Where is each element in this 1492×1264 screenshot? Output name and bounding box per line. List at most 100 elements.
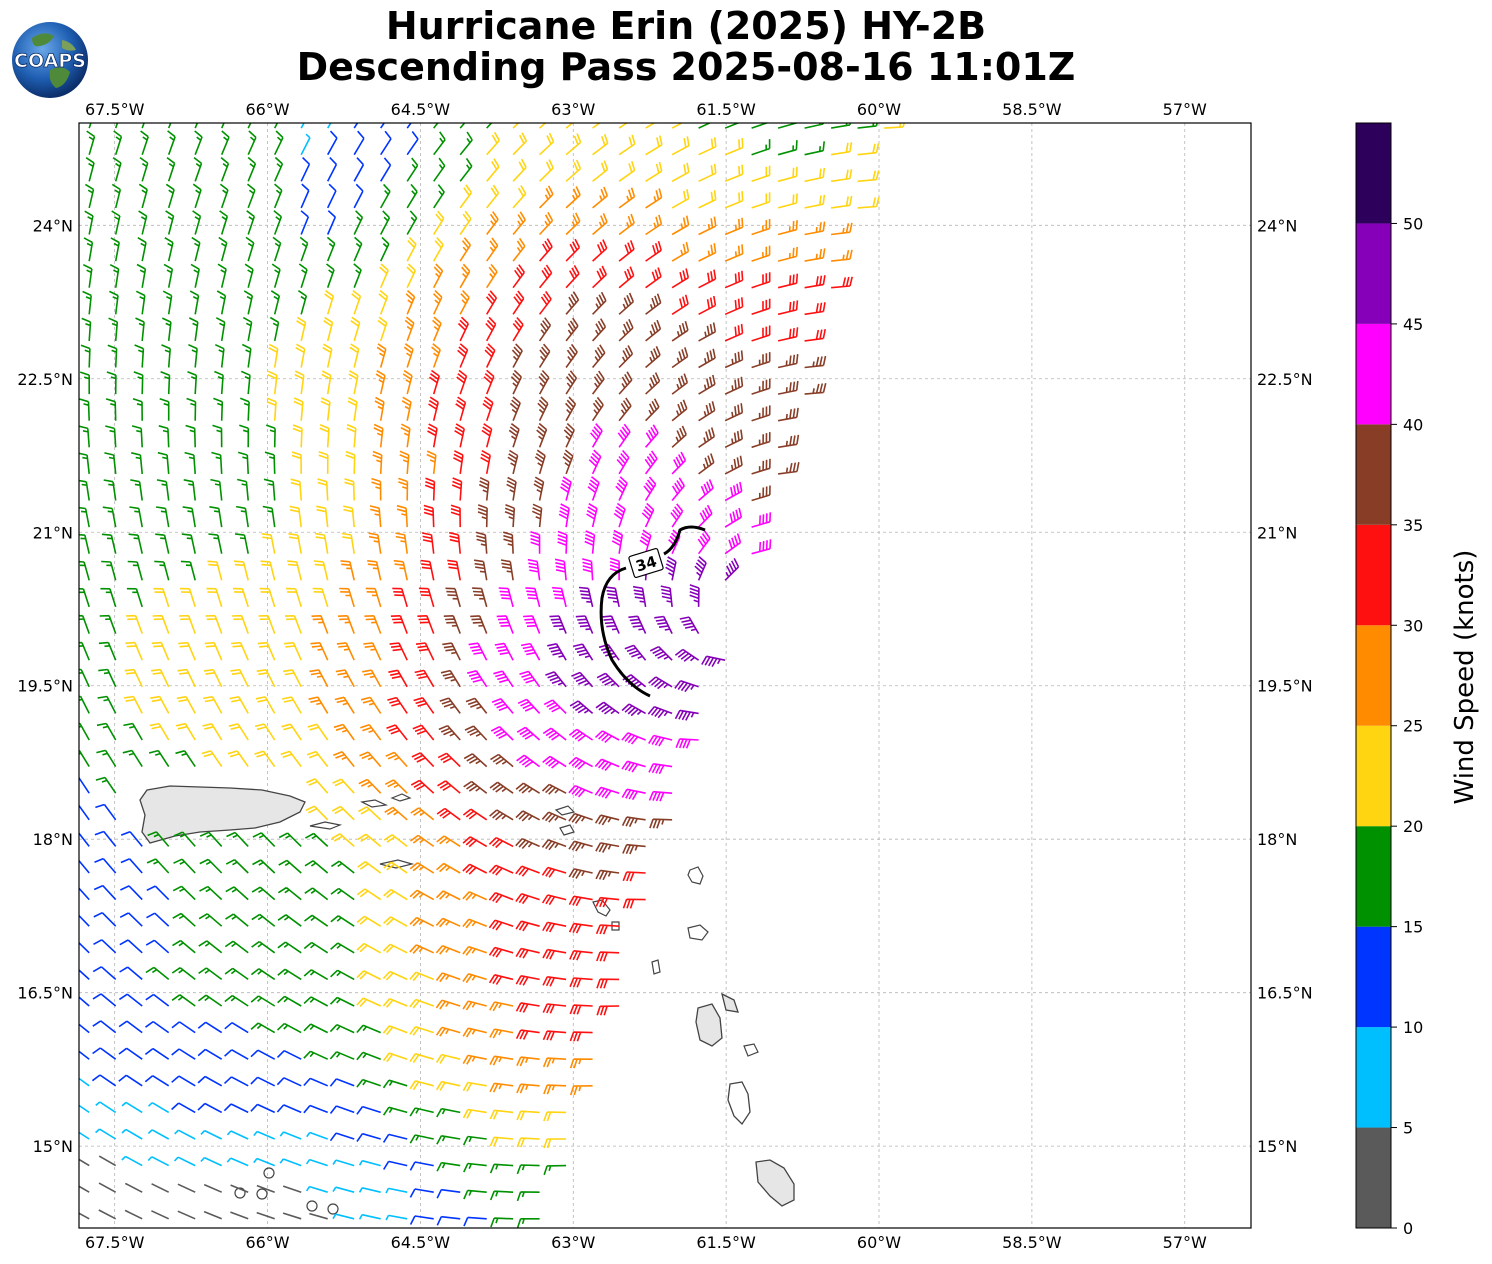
wind-barb (93, 884, 117, 901)
wind-barb (618, 371, 633, 395)
wind-barb (594, 814, 620, 826)
wind-barb (435, 944, 461, 955)
wind-barb (216, 290, 227, 315)
wind-barb (146, 858, 170, 874)
wind-barb (260, 560, 276, 581)
wind-barb (356, 1132, 381, 1142)
wind-barb (401, 396, 412, 421)
wind-barb (413, 697, 435, 714)
wind-barb (177, 668, 196, 688)
wind-barb (409, 1107, 434, 1117)
wind-barb (80, 344, 91, 368)
wind-barb (435, 999, 461, 1010)
wind-barb (462, 808, 488, 821)
wind-barb (228, 723, 249, 741)
lon-tick-top: 66°W (245, 100, 289, 119)
wind-barb (647, 705, 673, 719)
wind-barb (359, 751, 382, 768)
wind-barb (175, 750, 196, 768)
wind-barb (204, 641, 223, 661)
wind-barb (175, 722, 196, 741)
wind-barb (303, 1104, 328, 1114)
wind-barb (409, 1134, 434, 1144)
wind-barb (282, 1185, 302, 1193)
wind-barb (199, 885, 223, 901)
wind-barb (554, 558, 567, 581)
wind-barb (565, 238, 581, 262)
title-line-2: Descending Pass 2025-08-16 11:01Z (296, 45, 1076, 89)
wind-barb (462, 973, 487, 984)
wind-barb (595, 842, 620, 853)
wind-barb (282, 1212, 302, 1220)
wind-barb (751, 512, 772, 528)
guadeloupe-island (695, 992, 739, 1047)
colorbar-tick-label: 50 (1403, 214, 1423, 233)
wind-barb (565, 212, 581, 236)
wind-barb (435, 1053, 461, 1064)
wind-barb (124, 1182, 143, 1193)
lat-tick-right: 16.5°N (1257, 984, 1313, 1003)
wind-barb (79, 1185, 90, 1193)
wind-barb (277, 886, 302, 901)
wind-barb (562, 449, 574, 475)
wind-barb (232, 587, 249, 608)
wind-barb (273, 130, 284, 156)
wind-barb (93, 911, 117, 927)
colorbar-bin (1356, 223, 1391, 324)
wind-barb (145, 966, 170, 981)
wind-barb (286, 587, 302, 608)
wind-barb (431, 343, 441, 368)
wind-barb (618, 213, 635, 236)
wind-barb (79, 914, 90, 927)
wind-barb (724, 507, 743, 528)
wind-barb (621, 788, 646, 801)
wind-barb (804, 221, 826, 236)
wind-barb (516, 1218, 540, 1228)
wind-barb (751, 165, 771, 183)
wind-barb (242, 316, 253, 342)
wind-barb (240, 397, 250, 421)
islet-d (327, 1203, 339, 1215)
wind-barb (353, 263, 362, 288)
wind-barb (148, 749, 170, 768)
wind-barb (321, 370, 332, 395)
wind-barb (409, 889, 435, 901)
wind-barb (804, 383, 827, 395)
wind-barb (536, 422, 548, 448)
wind-barb (698, 190, 717, 209)
lon-tick-bottom: 66°W (245, 1233, 289, 1252)
wind-barb (156, 479, 170, 501)
wind-barb (644, 450, 658, 475)
wind-barb (250, 968, 276, 981)
wind-barb (387, 696, 408, 714)
wind-barb (406, 263, 417, 289)
wind-barb (436, 1161, 461, 1172)
wind-barb (282, 669, 302, 688)
wind-barb (857, 123, 878, 129)
wind-barb (645, 188, 663, 209)
wind-barb (595, 896, 620, 908)
wind-barb (466, 670, 488, 688)
colorbar-tick-label: 45 (1403, 315, 1423, 334)
wind-barb (565, 159, 582, 182)
wind-barb (549, 615, 567, 634)
wind-barb (171, 994, 196, 1007)
colorbar-label: Wind Speed (knots) (1450, 550, 1480, 805)
wind-barb (565, 370, 578, 395)
wind-barb (198, 913, 223, 927)
wind-barb (360, 696, 382, 714)
wind-barb (252, 832, 276, 847)
wind-barb (79, 996, 90, 1007)
wind-barb (777, 166, 798, 183)
wind-barb (277, 968, 302, 981)
wind-barb (339, 587, 355, 608)
wind-barb (433, 157, 446, 182)
wind-barb (237, 451, 249, 474)
martinique-island (755, 1159, 795, 1207)
wind-barb (857, 197, 880, 209)
wind-barb (383, 834, 408, 848)
wind-barb (648, 676, 673, 690)
wind-barb (179, 614, 196, 634)
wind-barb (592, 212, 608, 236)
wind-barb (393, 559, 408, 581)
